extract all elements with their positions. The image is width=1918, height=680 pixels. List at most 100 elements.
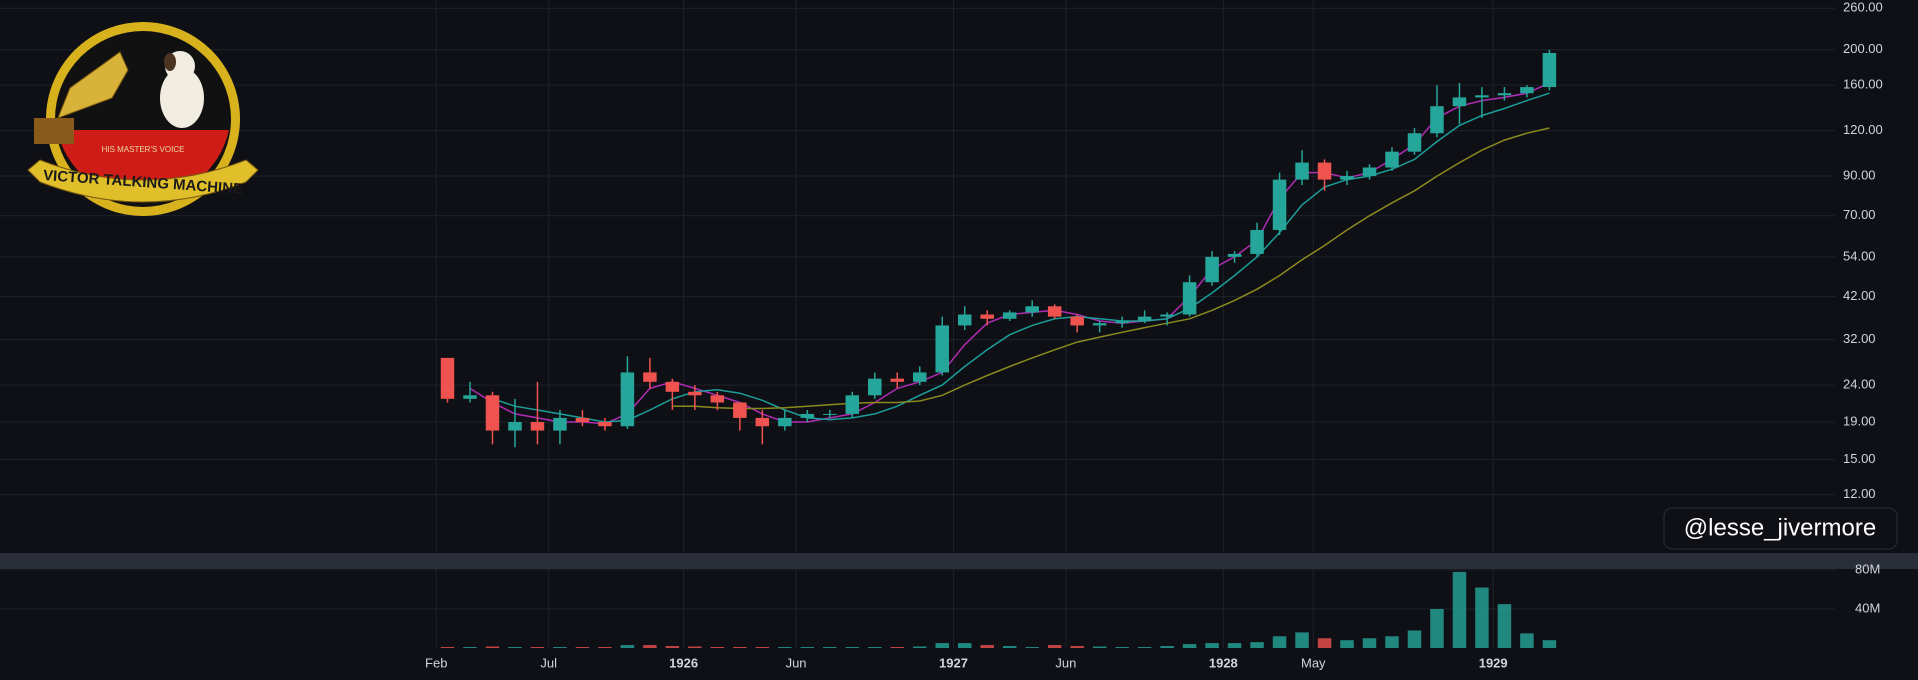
volume-bar — [688, 646, 702, 648]
candle-body — [1092, 323, 1107, 326]
volume-bar — [665, 646, 680, 648]
candle-body — [1452, 97, 1467, 107]
moving-average-line — [672, 127, 1550, 410]
candle-body — [1137, 316, 1152, 321]
y-tick-label: 120.00 — [1843, 122, 1883, 137]
candle-body — [553, 417, 567, 431]
logo-banner — [27, 159, 259, 203]
volume-bar — [1295, 632, 1309, 648]
candle-body — [1340, 176, 1354, 180]
x-tick-label: Feb — [425, 655, 447, 670]
candle-body — [823, 413, 837, 415]
x-tick-label: 1929 — [1479, 655, 1508, 670]
x-tick-label: 1926 — [669, 655, 698, 670]
candle-body — [710, 395, 725, 403]
axes: 12.00 15.00 19.00 24.00 32.00 42.00 54.00 70.00… — [425, 0, 1883, 670]
candle-body — [800, 413, 815, 418]
volume-bar — [643, 645, 657, 648]
x-tick-label: 1927 — [939, 655, 968, 670]
volume-tick-label: 80M — [1855, 561, 1880, 576]
candle-body — [913, 372, 927, 382]
volume-bar — [553, 647, 567, 648]
volume-bar — [1520, 633, 1534, 648]
x-tick-label: Jul — [540, 655, 557, 670]
candle-body — [598, 422, 612, 427]
y-tick-label: 24.00 — [1843, 377, 1876, 392]
candle-body — [1475, 95, 1489, 98]
volume-bar — [598, 647, 612, 648]
volume-bar — [1542, 640, 1557, 648]
candle-body — [980, 314, 994, 319]
candle-body — [1362, 167, 1377, 177]
volume-bar — [1317, 638, 1332, 648]
candle-body — [1002, 312, 1017, 319]
dog-body — [160, 68, 204, 128]
volume-bar — [1272, 636, 1287, 648]
candle-body — [485, 395, 500, 431]
candle-body — [440, 357, 455, 399]
y-tick-label: 32.00 — [1843, 331, 1876, 346]
volume-bar — [1340, 640, 1354, 648]
watermark: @lesse_jivermore — [1663, 507, 1898, 550]
candle-body — [890, 378, 905, 382]
volume-bar — [1407, 630, 1422, 648]
candle-body — [508, 422, 522, 431]
candle-body — [575, 417, 590, 423]
pane-separator — [0, 553, 1918, 569]
candle-body — [1497, 93, 1512, 96]
y-tick-label: 90.00 — [1843, 167, 1876, 182]
y-tick-label: 12.00 — [1843, 486, 1876, 501]
candle-body — [1542, 52, 1557, 88]
volume-bar — [1115, 647, 1129, 648]
volume-bar — [1227, 643, 1242, 648]
volume-bar — [508, 647, 522, 648]
candle-body — [1295, 162, 1309, 180]
candle-body — [688, 391, 702, 396]
gramophone-box — [34, 118, 74, 144]
x-tick-label: Jun — [786, 655, 807, 670]
volume-bar — [1475, 587, 1489, 648]
volume-bar — [957, 643, 972, 648]
volume-pane — [440, 571, 1557, 648]
volume-bar — [1137, 647, 1152, 648]
volume-bar — [935, 643, 949, 648]
volume-bar — [1385, 636, 1399, 648]
candle-body — [1047, 306, 1062, 317]
volume-bar — [1452, 571, 1467, 648]
candle-body — [643, 372, 657, 382]
volume-bar — [800, 647, 815, 648]
volume-bar — [1182, 644, 1197, 648]
volume-bar — [733, 647, 747, 648]
volume-bar — [620, 645, 635, 648]
volume-bar — [1362, 638, 1377, 648]
volume-bar — [485, 646, 500, 648]
candle-body — [620, 372, 635, 427]
candle-body — [778, 417, 792, 427]
volume-bar — [980, 645, 994, 648]
volume-bar — [1205, 643, 1219, 648]
volume-bar — [1047, 645, 1062, 648]
volume-bar — [913, 646, 927, 648]
logo: HIS MASTER'S VOICE VICTOR TALKING MACHIN… — [27, 22, 259, 216]
candle-body — [1205, 256, 1219, 283]
y-tick-label: 70.00 — [1843, 207, 1876, 222]
dog-ear — [164, 53, 176, 71]
candle-body — [935, 325, 949, 373]
candle-body — [845, 395, 860, 414]
volume-bar — [463, 647, 477, 648]
x-tick-label: 1928 — [1209, 655, 1238, 670]
volume-bar — [755, 647, 770, 648]
watermark-box — [1663, 507, 1898, 550]
candle-body — [1520, 87, 1534, 94]
x-tick-label: Jun — [1055, 655, 1076, 670]
candle-body — [1115, 320, 1129, 324]
volume-bar — [823, 647, 837, 648]
candle-body — [1182, 282, 1197, 315]
volume-bar — [1002, 646, 1017, 648]
candle-body — [1272, 179, 1287, 230]
volume-tick-label: 40M — [1855, 600, 1880, 615]
volume-bar — [1025, 647, 1039, 648]
volume-bar — [890, 647, 905, 648]
